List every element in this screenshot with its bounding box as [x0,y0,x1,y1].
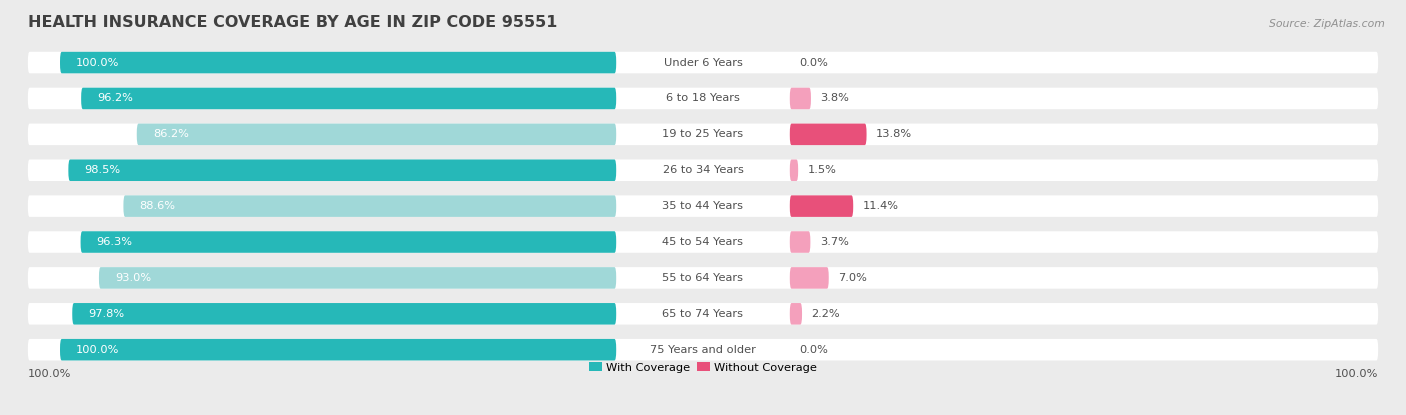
Legend: With Coverage, Without Coverage: With Coverage, Without Coverage [589,362,817,373]
Text: 3.7%: 3.7% [820,237,849,247]
Text: 19 to 25 Years: 19 to 25 Years [662,129,744,139]
FancyBboxPatch shape [28,159,1378,181]
Text: 0.0%: 0.0% [800,345,828,355]
Text: 65 to 74 Years: 65 to 74 Years [662,309,744,319]
FancyBboxPatch shape [28,195,1378,217]
FancyBboxPatch shape [28,267,1378,289]
Text: 2.2%: 2.2% [811,309,841,319]
FancyBboxPatch shape [136,124,616,145]
FancyBboxPatch shape [790,303,801,325]
Text: 96.2%: 96.2% [97,93,134,103]
Text: 86.2%: 86.2% [153,129,188,139]
FancyBboxPatch shape [790,267,828,289]
FancyBboxPatch shape [790,231,810,253]
Text: 1.5%: 1.5% [808,165,837,175]
Text: 26 to 34 Years: 26 to 34 Years [662,165,744,175]
FancyBboxPatch shape [28,124,1378,145]
Text: Source: ZipAtlas.com: Source: ZipAtlas.com [1270,19,1385,29]
Text: 96.3%: 96.3% [97,237,132,247]
FancyBboxPatch shape [69,159,616,181]
FancyBboxPatch shape [790,88,811,109]
FancyBboxPatch shape [790,124,866,145]
Text: 45 to 54 Years: 45 to 54 Years [662,237,744,247]
Text: 13.8%: 13.8% [876,129,912,139]
Text: 88.6%: 88.6% [139,201,176,211]
Text: HEALTH INSURANCE COVERAGE BY AGE IN ZIP CODE 95551: HEALTH INSURANCE COVERAGE BY AGE IN ZIP … [28,15,557,29]
FancyBboxPatch shape [790,159,799,181]
Text: 6 to 18 Years: 6 to 18 Years [666,93,740,103]
Text: 93.0%: 93.0% [115,273,150,283]
Text: 97.8%: 97.8% [89,309,125,319]
FancyBboxPatch shape [82,88,616,109]
FancyBboxPatch shape [28,303,1378,325]
FancyBboxPatch shape [60,52,616,73]
FancyBboxPatch shape [98,267,616,289]
FancyBboxPatch shape [790,195,853,217]
Text: 100.0%: 100.0% [1334,369,1378,379]
Text: 75 Years and older: 75 Years and older [650,345,756,355]
Text: 35 to 44 Years: 35 to 44 Years [662,201,744,211]
FancyBboxPatch shape [28,88,1378,109]
FancyBboxPatch shape [80,231,616,253]
Text: 11.4%: 11.4% [863,201,898,211]
Text: 100.0%: 100.0% [76,345,120,355]
Text: 7.0%: 7.0% [838,273,868,283]
FancyBboxPatch shape [28,339,1378,361]
Text: 0.0%: 0.0% [800,58,828,68]
Text: 55 to 64 Years: 55 to 64 Years [662,273,744,283]
Text: 100.0%: 100.0% [28,369,72,379]
FancyBboxPatch shape [124,195,616,217]
FancyBboxPatch shape [72,303,616,325]
FancyBboxPatch shape [60,339,616,361]
FancyBboxPatch shape [28,231,1378,253]
Text: Under 6 Years: Under 6 Years [664,58,742,68]
Text: 100.0%: 100.0% [76,58,120,68]
FancyBboxPatch shape [28,52,1378,73]
Text: 98.5%: 98.5% [84,165,121,175]
Text: 3.8%: 3.8% [821,93,849,103]
